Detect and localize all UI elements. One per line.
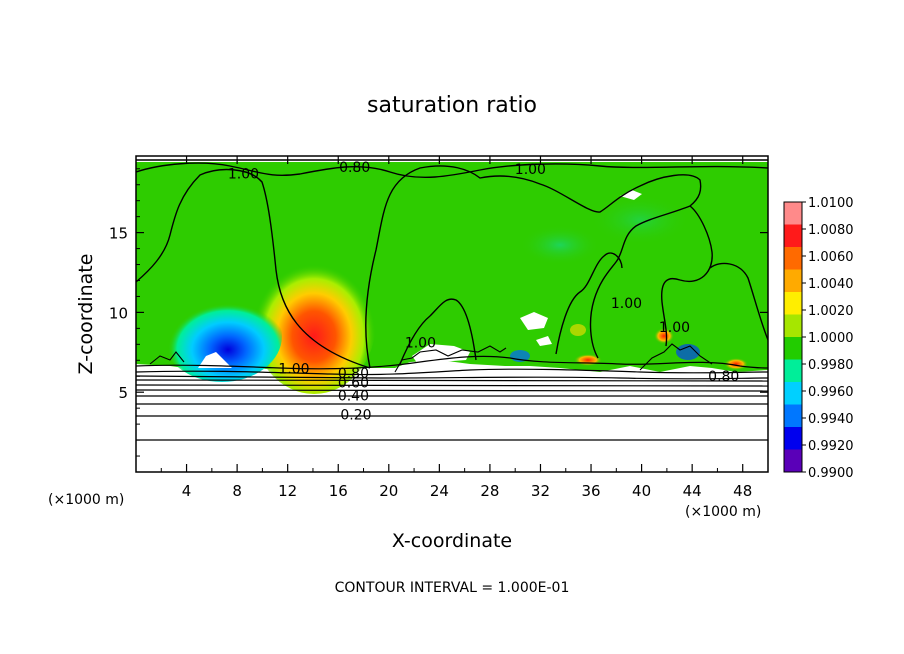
- contour-label: 1.00: [405, 336, 436, 352]
- y-axis-ticks: 5 10 15: [109, 168, 768, 457]
- colorbar-label: 1.0000: [808, 331, 854, 346]
- colorbar-label: 1.0040: [808, 277, 854, 292]
- contour-label: 1.00: [659, 320, 690, 336]
- colorbar-swatch: [784, 449, 802, 473]
- x-tick-label: 8: [232, 482, 242, 500]
- contour-label: 0.80: [338, 366, 369, 382]
- colorbar-label: 0.9960: [808, 385, 854, 400]
- colorbar-swatch: [784, 427, 802, 450]
- colorbar-label: 0.9980: [808, 358, 854, 373]
- colorbar-swatch: [784, 314, 802, 338]
- x-tick-label: 32: [531, 482, 550, 500]
- x-tick-label: 20: [379, 482, 398, 500]
- x-tick-label: 16: [329, 482, 348, 500]
- colorbar-swatch: [784, 337, 802, 360]
- contour-labels: 1.00 0.80 1.001.00 0.800.600.400.201.001.00…: [228, 160, 739, 423]
- y-tick-label: 15: [109, 225, 128, 243]
- colorbar-swatch: [784, 292, 802, 315]
- x-tick-label: 28: [480, 482, 499, 500]
- plot-frame: [135, 155, 769, 473]
- colorbar-label: 0.9900: [808, 466, 854, 481]
- contour-label: 1.00: [278, 361, 309, 377]
- contour-label: 1.00: [228, 167, 259, 183]
- contour-label: 0.20: [340, 408, 371, 424]
- colorbar-label: 1.0060: [808, 250, 854, 265]
- colorbar-swatch: [784, 382, 802, 405]
- colorbar-swatch: [784, 359, 802, 383]
- colorbar-swatch: [784, 202, 802, 225]
- contour-label: 1.00: [611, 296, 642, 312]
- colorbar-label: 0.9940: [808, 412, 854, 427]
- contour-interval-note: CONTOUR INTERVAL = 1.000E-01: [335, 580, 570, 596]
- x-unit-label-right: (×1000 m): [685, 504, 761, 520]
- colorbar-label: 1.0080: [808, 223, 854, 238]
- x-tick-label: 12: [278, 482, 297, 500]
- colorbar: 1.0100 1.0080 1.0060 1.0040 1.0020 1.0000 0.99…: [783, 196, 854, 481]
- colorbar-swatch: [784, 404, 802, 428]
- x-tick-label: 24: [430, 482, 449, 500]
- x-tick-label: 40: [632, 482, 651, 500]
- x-tick-label: 44: [683, 482, 702, 500]
- colorbar-label: 1.0020: [808, 304, 854, 319]
- colorbar-swatch: [784, 224, 802, 248]
- x-unit-label-left: (×1000 m): [48, 492, 124, 508]
- contour-label: 0.80: [339, 160, 370, 176]
- heatmap-field: [136, 156, 768, 472]
- contour-label: 0.60: [338, 376, 369, 392]
- contour-label: 0.80: [708, 369, 739, 385]
- x-axis-ticks: 4 8 12 16 20 24 28 32 36 40 44 48: [160, 156, 752, 500]
- contour-label: 1.00: [515, 162, 546, 178]
- contour-label: 0.40: [338, 388, 369, 404]
- colorbar-label: 1.0100: [808, 196, 854, 211]
- x-tick-label: 4: [182, 482, 192, 500]
- x-tick-label: 48: [733, 482, 752, 500]
- colorbar-swatch: [784, 247, 802, 270]
- colorbar-swatch: [784, 269, 802, 293]
- x-axis-label: X-coordinate: [392, 530, 512, 552]
- colorbar-label: 0.9920: [808, 439, 854, 454]
- y-tick-label: 5: [118, 384, 128, 402]
- y-axis-label: Z-coordinate: [75, 254, 97, 375]
- y-tick-label: 10: [109, 304, 128, 322]
- chart-title: saturation ratio: [367, 93, 537, 118]
- x-tick-label: 36: [581, 482, 600, 500]
